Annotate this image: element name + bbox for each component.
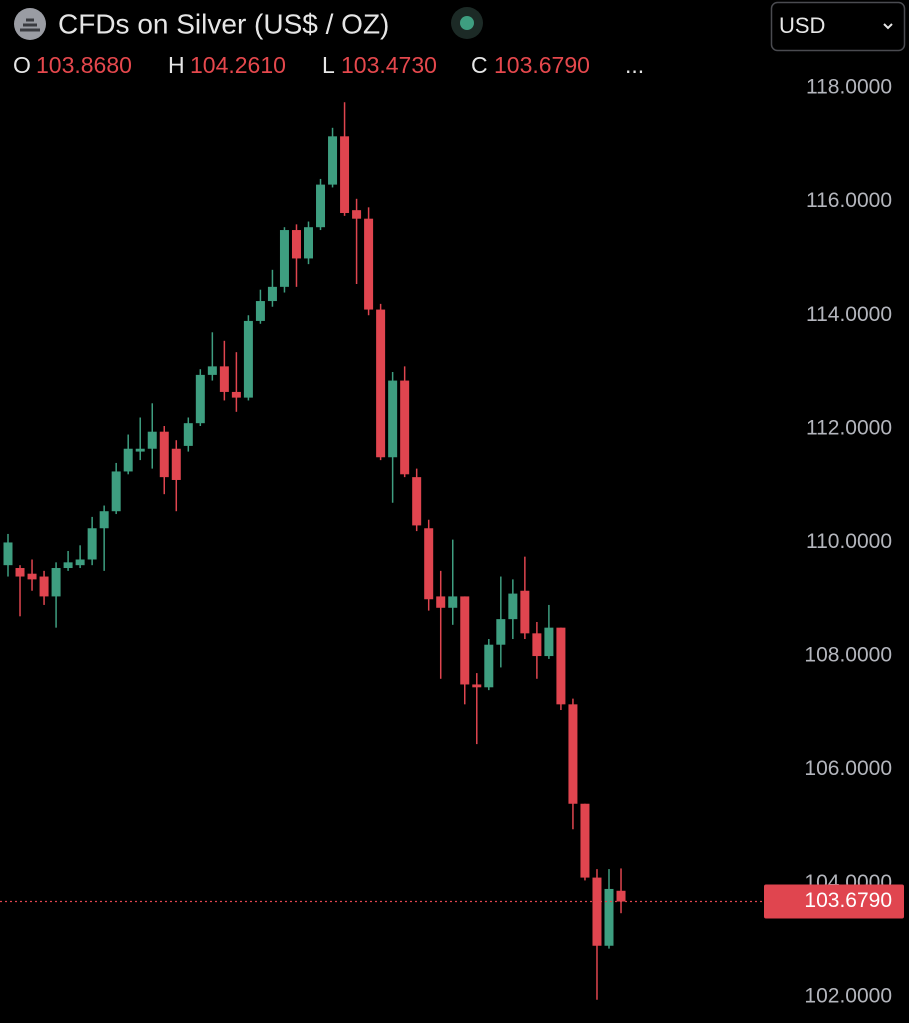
candle-body bbox=[183, 423, 193, 446]
ohlc-key: H bbox=[168, 52, 185, 78]
candle-body bbox=[532, 633, 542, 657]
candle-body bbox=[364, 218, 374, 310]
y-tick-label: 110.0000 bbox=[806, 530, 892, 553]
candle-body bbox=[508, 593, 518, 620]
y-tick-label: 108.0000 bbox=[804, 644, 892, 667]
y-tick-label: 102.0000 bbox=[804, 984, 892, 1007]
candle-body bbox=[75, 559, 85, 566]
ohlc-value: 103.4730 bbox=[341, 52, 437, 78]
last-price-label: 103.6790 bbox=[804, 889, 892, 912]
candle-body bbox=[304, 227, 313, 259]
candle-body bbox=[219, 366, 229, 392]
candle-body bbox=[340, 136, 350, 214]
candle-body bbox=[520, 590, 530, 634]
candle-body bbox=[388, 380, 398, 458]
y-tick-label: 114.0000 bbox=[806, 303, 892, 326]
candle-body bbox=[159, 431, 169, 478]
candle-body bbox=[592, 877, 602, 946]
ohlc-key: O bbox=[13, 52, 31, 78]
candle-body bbox=[39, 576, 49, 597]
candle-body bbox=[376, 309, 386, 458]
y-tick-label: 116.0000 bbox=[806, 189, 892, 212]
more-button[interactable]: ... bbox=[625, 52, 644, 78]
last-price-box bbox=[764, 884, 904, 919]
candle-body bbox=[231, 391, 241, 398]
candle-body bbox=[111, 471, 121, 512]
candle-body bbox=[147, 431, 157, 449]
candle-body bbox=[424, 528, 434, 600]
candle-body bbox=[400, 380, 410, 475]
candle-body bbox=[207, 366, 217, 375]
candle-body bbox=[580, 803, 590, 878]
candle-body bbox=[496, 619, 506, 645]
symbol-icon-bars bbox=[20, 18, 40, 32]
candle-body bbox=[243, 320, 253, 398]
candle-body bbox=[472, 684, 482, 688]
candle-body bbox=[544, 627, 554, 657]
candle-body bbox=[63, 562, 73, 569]
candle-body bbox=[291, 230, 301, 259]
candle-body bbox=[171, 448, 181, 480]
candle-body bbox=[51, 568, 61, 597]
currency-label[interactable]: USD bbox=[779, 13, 825, 38]
candle-body bbox=[99, 511, 109, 529]
candle-body bbox=[135, 448, 145, 452]
candle-body bbox=[123, 448, 133, 472]
y-tick-label: 112.0000 bbox=[806, 416, 892, 439]
ohlc-value: 103.6790 bbox=[494, 52, 590, 78]
status-dot bbox=[460, 16, 474, 30]
candle-body bbox=[436, 596, 446, 608]
y-tick-label: 106.0000 bbox=[804, 757, 892, 780]
candle-body bbox=[316, 184, 326, 228]
candle-body bbox=[279, 230, 289, 287]
candle-body bbox=[556, 627, 566, 705]
ohlc-key: C bbox=[471, 52, 488, 78]
candle-body bbox=[616, 890, 626, 902]
candle-body bbox=[195, 374, 205, 424]
dropdown-arrow[interactable] bbox=[883, 23, 893, 30]
candle-body bbox=[412, 477, 422, 526]
candle-body bbox=[328, 136, 338, 185]
ohlc-value: 103.8680 bbox=[36, 52, 132, 78]
candle-body bbox=[568, 704, 578, 804]
candle-body bbox=[3, 542, 13, 566]
y-tick-label: 118.0000 bbox=[806, 76, 892, 99]
candle-body bbox=[15, 568, 25, 577]
candle-body bbox=[255, 301, 265, 321]
candle-body bbox=[27, 573, 37, 580]
candle-body bbox=[604, 888, 614, 946]
candle-body bbox=[267, 286, 277, 302]
candle-body bbox=[484, 644, 494, 688]
chart-title: CFDs on Silver (US$ / OZ) bbox=[58, 8, 389, 39]
candle-body bbox=[87, 528, 97, 560]
candle-body bbox=[352, 210, 362, 219]
candle-body bbox=[460, 596, 470, 685]
currency-dropdown[interactable] bbox=[770, 1, 906, 52]
ohlc-key: L bbox=[322, 52, 335, 78]
ohlc-value: 104.2610 bbox=[190, 52, 286, 78]
candle-body bbox=[448, 596, 458, 608]
